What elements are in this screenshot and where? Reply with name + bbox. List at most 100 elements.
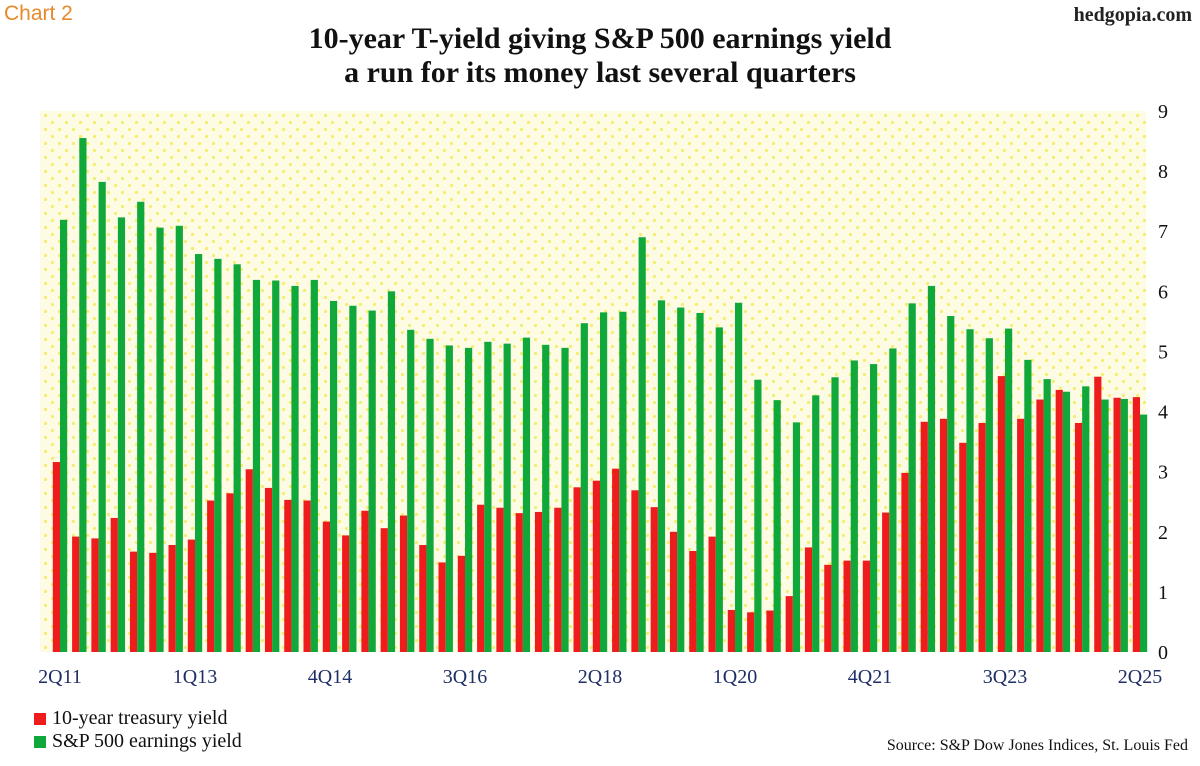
bar-earnings-yield — [715, 327, 723, 652]
bar-earnings-yield — [175, 225, 183, 652]
bar-earnings-yield — [79, 138, 87, 653]
bar-treasury-yield — [457, 555, 465, 652]
bar-earnings-yield — [1082, 386, 1090, 652]
bar-earnings-yield — [522, 337, 531, 652]
bar-earnings-yield — [831, 377, 839, 652]
bar-earnings-yield — [465, 347, 473, 652]
y-tick-label: 8 — [1158, 161, 1168, 183]
bar-earnings-yield — [600, 312, 608, 652]
bar-earnings-yield — [1120, 398, 1128, 652]
bar-earnings-yield — [561, 347, 569, 652]
bar-earnings-yield — [908, 303, 916, 652]
bar-earnings-yield — [349, 305, 357, 652]
bar-earnings-yield — [850, 360, 858, 652]
bar-treasury-yield — [1055, 389, 1063, 652]
x-tick-label: 2Q11 — [38, 666, 82, 688]
bar-earnings-yield — [291, 285, 299, 652]
bar-earnings-yield — [677, 307, 685, 652]
bar-treasury-yield — [1094, 376, 1102, 652]
bar-treasury-yield — [843, 560, 851, 652]
legend-label-treasury: 10-year treasury yield — [52, 707, 228, 729]
bar-treasury-yield — [361, 510, 369, 652]
x-tick-label: 2Q25 — [1118, 666, 1162, 688]
x-tick-label: 3Q23 — [983, 666, 1027, 688]
bar-earnings-yield — [195, 254, 203, 652]
bar-treasury-yield — [496, 507, 504, 652]
bar-treasury-yield — [264, 487, 273, 652]
bar-earnings-yield — [792, 422, 801, 652]
bar-treasury-yield — [477, 504, 485, 652]
bar-earnings-yield — [1062, 391, 1071, 652]
x-tick-label: 3Q16 — [443, 666, 487, 688]
bar-earnings-yield — [426, 338, 434, 652]
bar-earnings-yield — [657, 300, 666, 652]
bar-earnings-yield — [619, 311, 627, 652]
bar-earnings-yield — [233, 264, 241, 652]
bar-earnings-yield — [773, 400, 781, 652]
bar-treasury-yield — [342, 535, 350, 652]
bar-treasury-yield — [1036, 399, 1044, 652]
bar-earnings-yield — [1140, 414, 1148, 652]
bar-earnings-yield — [445, 345, 453, 652]
x-tick-label: 1Q13 — [173, 666, 217, 688]
bar-earnings-yield — [735, 302, 743, 652]
bar-treasury-yield — [438, 562, 446, 652]
bar-treasury-yield — [303, 500, 311, 652]
legend-swatch-treasury — [34, 712, 46, 725]
bar-treasury-yield — [322, 521, 330, 652]
bar-earnings-yield — [60, 219, 68, 653]
x-tick-label: 4Q21 — [848, 666, 892, 688]
bar-earnings-yield — [368, 310, 376, 652]
bar-treasury-yield — [245, 469, 253, 652]
bar-treasury-yield — [1017, 418, 1025, 652]
x-tick-label: 2Q18 — [578, 666, 622, 688]
bar-treasury-yield — [882, 512, 890, 652]
chart-title-line-2: a run for its money last several quarter… — [344, 56, 856, 89]
bar-treasury-yield — [766, 610, 774, 652]
bar-treasury-yield — [804, 547, 813, 652]
bar-treasury-yield — [901, 472, 909, 652]
bar-treasury-yield — [631, 490, 639, 652]
bar-treasury-yield — [149, 552, 157, 652]
bar-earnings-yield — [870, 364, 878, 652]
bar-earnings-yield — [1024, 359, 1032, 652]
bar-earnings-yield — [387, 291, 396, 652]
bar-treasury-yield — [226, 493, 234, 652]
bar-earnings-yield — [1043, 379, 1051, 652]
y-tick-label: 1 — [1158, 582, 1168, 604]
bar-treasury-yield — [380, 528, 388, 652]
bar-earnings-yield — [754, 379, 762, 652]
bar-earnings-yield — [252, 279, 261, 652]
bar-earnings-yield — [966, 329, 974, 652]
bar-treasury-yield — [862, 560, 870, 652]
bar-treasury-yield — [399, 515, 408, 652]
bar-treasury-yield — [1074, 422, 1083, 652]
legend-item-earnings: S&P 500 earnings yield — [34, 730, 242, 753]
legend-label-earnings: S&P 500 earnings yield — [52, 730, 242, 752]
bar-treasury-yield — [168, 545, 176, 652]
bar-earnings-yield — [137, 201, 145, 652]
bar-treasury-yield — [129, 551, 138, 652]
bar-treasury-yield — [612, 468, 620, 652]
bar-treasury-yield — [939, 418, 948, 652]
bar-treasury-yield — [554, 507, 562, 652]
bar-earnings-yield — [484, 341, 492, 652]
bar-treasury-yield — [419, 545, 427, 652]
bar-treasury-yield — [1132, 397, 1140, 652]
bar-earnings-yield — [985, 338, 993, 652]
source-note: Source: S&P Dow Jones Indices, St. Louis… — [886, 737, 1188, 754]
bar-treasury-yield — [978, 422, 986, 652]
bar-earnings-yield — [947, 315, 955, 652]
y-tick-label: 3 — [1158, 462, 1168, 484]
bar-earnings-yield — [272, 280, 280, 652]
bar-earnings-yield — [580, 323, 588, 652]
bar-earnings-yield — [214, 258, 222, 652]
bar-earnings-yield — [638, 237, 646, 653]
bar-treasury-yield — [110, 517, 118, 652]
bar-treasury-yield — [573, 487, 581, 652]
x-tick-label: 4Q14 — [308, 666, 352, 688]
bar-treasury-yield — [187, 539, 195, 652]
bar-treasury-yield — [650, 507, 658, 652]
chart-title-line-1: 10-year T-yield giving S&P 500 earnings … — [308, 22, 892, 55]
bar-earnings-yield — [889, 348, 897, 652]
